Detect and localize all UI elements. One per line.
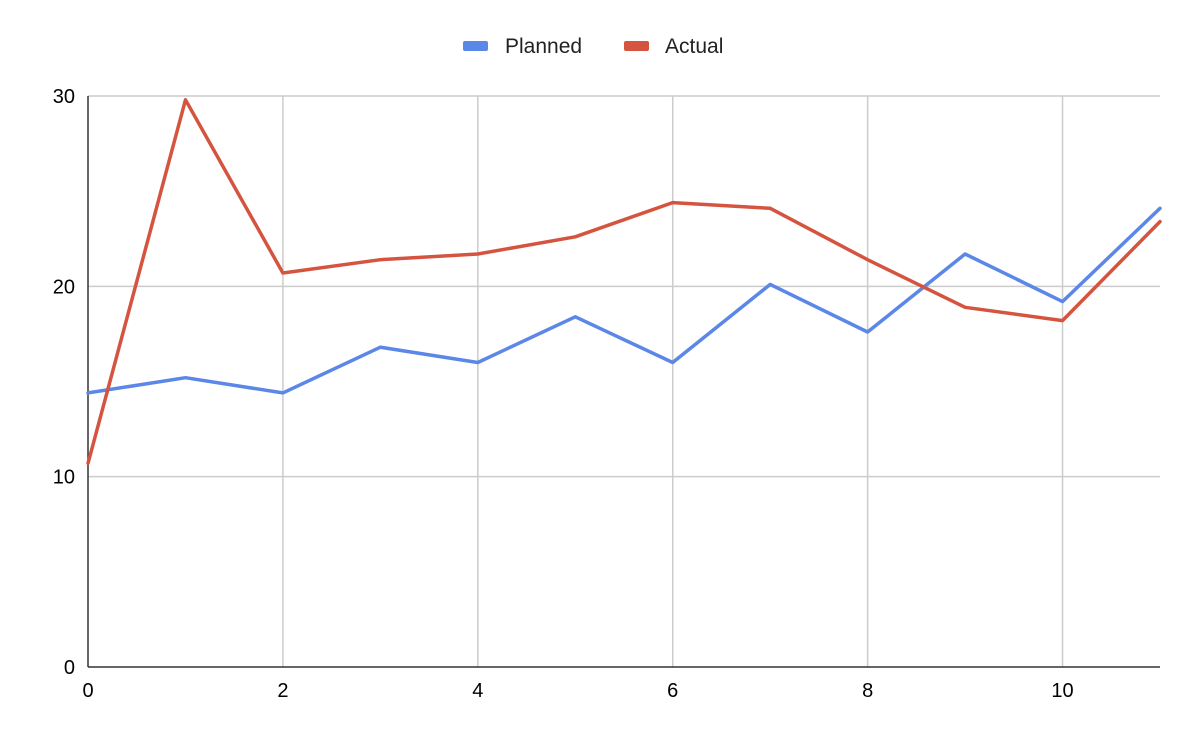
series-group bbox=[86, 98, 1162, 466]
legend-swatch-actual bbox=[624, 41, 649, 51]
gridlines bbox=[88, 95, 1160, 667]
y-tick-label: 30 bbox=[53, 86, 75, 108]
x-tick-label: 10 bbox=[1051, 680, 1073, 702]
series-line-actual bbox=[86, 98, 1162, 466]
axes bbox=[87, 96, 1160, 668]
x-tick-label: 4 bbox=[472, 680, 483, 702]
x-tick-label: 6 bbox=[667, 680, 678, 702]
legend-swatch-planned bbox=[463, 41, 488, 51]
y-tick-label: 10 bbox=[53, 467, 75, 489]
legend-label-planned: Planned bbox=[505, 35, 582, 58]
legend: Planned Actual bbox=[463, 35, 723, 58]
x-tick-label: 8 bbox=[862, 680, 873, 702]
x-tick-label: 2 bbox=[277, 680, 288, 702]
series-line-planned bbox=[86, 206, 1162, 395]
legend-label-actual: Actual bbox=[665, 35, 723, 58]
y-tick-label: 0 bbox=[64, 657, 75, 679]
tick-labels: 0 10 20 30 0 2 4 6 8 10 bbox=[53, 86, 1074, 702]
y-tick-label: 20 bbox=[53, 276, 75, 298]
x-tick-label: 0 bbox=[82, 680, 93, 702]
